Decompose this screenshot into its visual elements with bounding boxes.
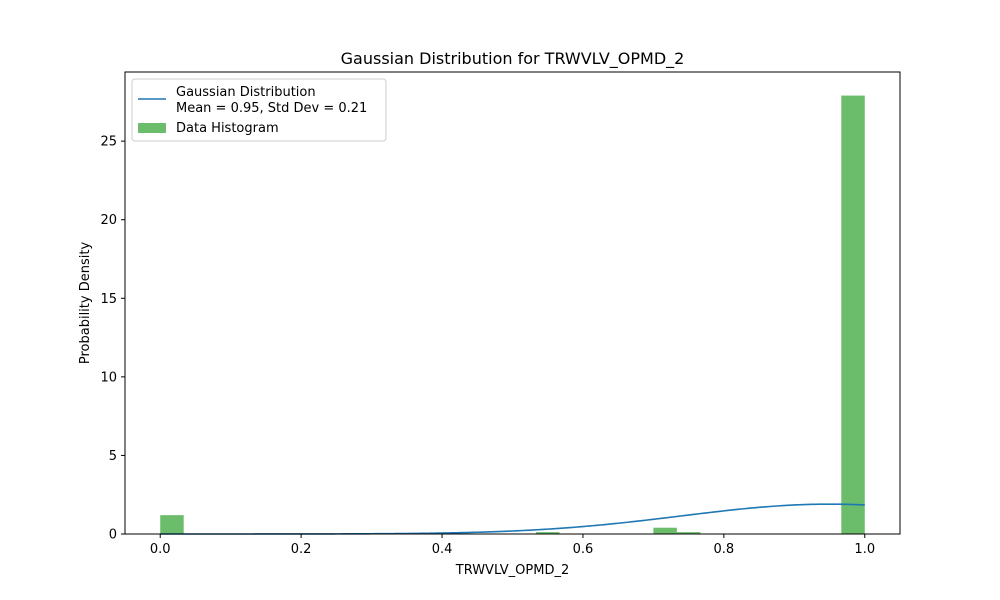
- histogram-bar: [653, 527, 677, 534]
- chart-title: Gaussian Distribution for TRWVLV_OPMD_2: [341, 49, 685, 69]
- histogram-bar: [535, 532, 560, 534]
- legend-histogram-label: Data Histogram: [176, 121, 279, 136]
- y-tick-label: 15: [100, 292, 117, 307]
- histogram-bar: [160, 515, 184, 534]
- y-tick-label: 5: [109, 449, 117, 464]
- y-tick-label: 10: [100, 370, 117, 385]
- plot-frame: [124, 71, 901, 535]
- legend-gaussian-label: Gaussian Distribution: [176, 85, 316, 100]
- x-tick-label: 0.8: [714, 542, 735, 557]
- legend: Gaussian Distribution Mean = 0.95, Std D…: [131, 78, 387, 142]
- y-tick-label: 0: [109, 528, 117, 543]
- y-tick-label: 20: [100, 213, 117, 228]
- x-axis-label: TRWVLV_OPMD_2: [455, 563, 569, 578]
- legend-box: [131, 78, 387, 142]
- x-tick-label: 0.0: [150, 542, 171, 557]
- x-axis: 0.0 0.2 0.4 0.6 0.8 1.0: [150, 534, 875, 557]
- y-axis-label: Probability Density: [78, 242, 93, 365]
- legend-histogram-swatch: [138, 123, 166, 133]
- x-tick-label: 0.6: [573, 542, 594, 557]
- gaussian-curve: [160, 503, 865, 535]
- x-tick-label: 0.2: [291, 542, 312, 557]
- histogram-bar: [676, 532, 701, 534]
- y-axis: 0 5 10 15 20 25: [100, 135, 125, 543]
- x-tick-label: 1.0: [854, 542, 875, 557]
- legend-gaussian-stats: Mean = 0.95, Std Dev = 0.21: [176, 101, 367, 116]
- y-tick-label: 25: [100, 135, 117, 150]
- histogram-bar: [841, 95, 865, 535]
- x-tick-label: 0.4: [432, 542, 453, 557]
- plot-area: [160, 95, 865, 535]
